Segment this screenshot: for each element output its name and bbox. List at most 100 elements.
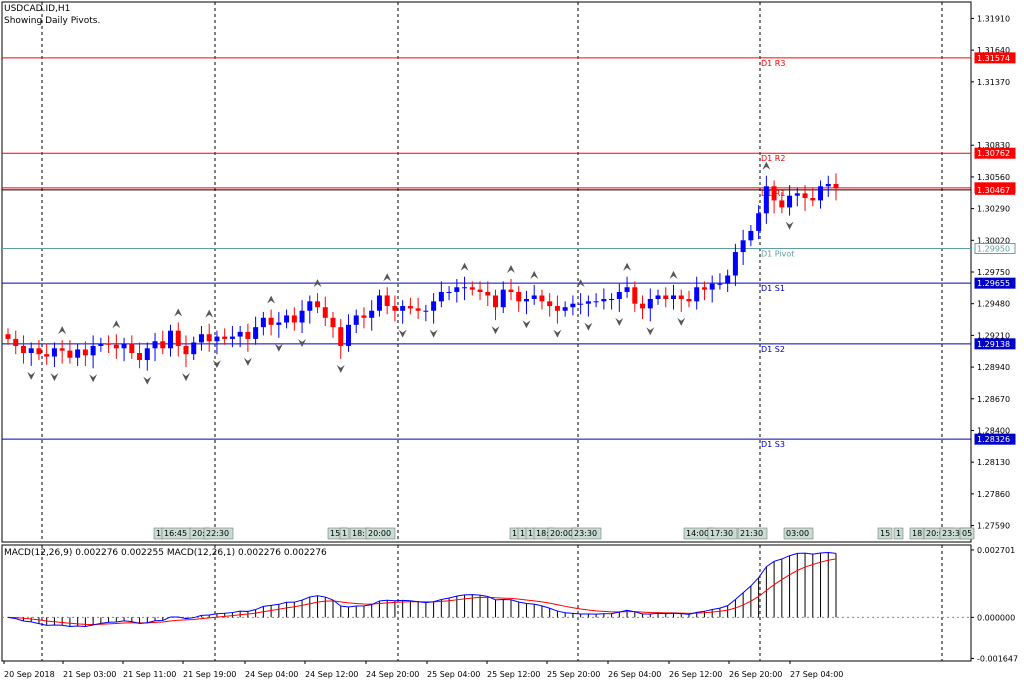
candle-body xyxy=(36,348,42,355)
fractal-up-arrow xyxy=(313,279,322,288)
candle-body xyxy=(90,345,96,356)
candle-body xyxy=(106,343,112,345)
candle-body xyxy=(562,307,568,311)
candle-body xyxy=(152,341,158,349)
candle-body xyxy=(833,183,839,188)
macd-label: MACD(12,26,9) 0.002276 0.002255 MACD(12,… xyxy=(4,548,327,558)
fractal-down-arrow xyxy=(243,357,252,366)
pivot-label: D1 S2 xyxy=(761,345,785,354)
fractal-down-arrow xyxy=(646,327,655,336)
candle-body xyxy=(740,240,746,253)
price-tick-label: 1.30830 xyxy=(977,141,1010,150)
time-tag-text: 1 xyxy=(156,529,161,538)
candle-body xyxy=(129,343,135,353)
fractal-down-arrow xyxy=(298,339,307,348)
price-tick-label: 1.29480 xyxy=(977,300,1010,309)
price-tick-label: 1.31640 xyxy=(977,46,1010,55)
time-tag-text: 18: xyxy=(536,529,549,538)
candle-body xyxy=(276,322,282,325)
candle-body xyxy=(245,331,251,339)
fractal-down-arrow xyxy=(522,320,531,329)
candle-body xyxy=(779,200,785,208)
pivot-price-tag-text: 1.29138 xyxy=(977,340,1010,349)
time-tag-text: 22:30 xyxy=(206,529,229,538)
candle-body xyxy=(13,338,19,346)
candle-body xyxy=(632,287,638,304)
price-tick-label: 1.28940 xyxy=(977,363,1010,372)
candle-body xyxy=(794,193,800,196)
candle-body xyxy=(454,287,460,292)
fractal-down-arrow xyxy=(89,374,98,383)
time-tag-box xyxy=(959,527,975,540)
time-tag-text: 05 xyxy=(962,529,972,538)
fractal-up-arrow xyxy=(623,262,632,271)
candle-body xyxy=(732,252,738,276)
price-tick-label: 1.30560 xyxy=(977,173,1010,182)
candle-body xyxy=(376,295,382,311)
price-tick-label: 1.27590 xyxy=(977,522,1010,531)
time-axis-label: 21 Sep 11:00 xyxy=(123,670,176,679)
time-tag-text: 23:30 xyxy=(942,529,965,538)
fractal-down-arrow xyxy=(615,317,624,326)
fractal-up-arrow xyxy=(267,295,276,304)
time-axis-label: 24 Sep 04:00 xyxy=(245,670,298,679)
candle-body xyxy=(818,186,824,201)
candle-body xyxy=(717,283,723,285)
candle-body xyxy=(640,303,646,309)
time-tag-text: 20: xyxy=(192,529,205,538)
time-tag-box xyxy=(203,527,234,540)
pivot-price-tag-text: 1.30762 xyxy=(977,149,1010,158)
candle-body xyxy=(539,295,545,302)
pivot-price-tag xyxy=(974,243,1016,255)
fractal-up-arrow xyxy=(205,309,214,318)
pivots-subtitle: Showing Daily Pivots. xyxy=(4,16,101,26)
time-tag-text: 1 xyxy=(520,529,525,538)
fractal-up-arrow xyxy=(762,161,771,170)
candle-body xyxy=(585,301,591,304)
time-axis-label: 24 Sep 12:00 xyxy=(305,670,358,679)
fractal-down-arrow xyxy=(27,371,36,380)
time-axis-label: 20 Sep 2018 xyxy=(4,670,55,679)
macd-tick-label: -0.001647 xyxy=(977,654,1018,663)
candle-body xyxy=(67,350,73,358)
fractal-down-arrow xyxy=(677,317,686,326)
pivot-label: D1 S3 xyxy=(761,440,785,449)
candle-body xyxy=(686,299,692,302)
candle-body xyxy=(229,336,235,339)
candle-body xyxy=(616,291,622,299)
price-tick-label: 1.30020 xyxy=(977,236,1010,245)
candle-body xyxy=(5,334,11,339)
candle-body xyxy=(810,198,816,201)
candle-body xyxy=(82,349,88,356)
macd-main-line xyxy=(7,551,837,628)
candle-body xyxy=(345,324,351,346)
pivot-label: D1 Pivot xyxy=(761,250,794,259)
time-tag-text: 18 xyxy=(912,529,922,538)
pivot-price-tag xyxy=(974,338,1016,350)
candle-body xyxy=(493,295,499,308)
fractal-down-arrow xyxy=(336,364,345,373)
fractal-down-arrow xyxy=(429,329,438,338)
candle-body xyxy=(609,299,615,300)
candle-body xyxy=(423,310,429,312)
fractal-up-arrow xyxy=(174,308,183,317)
candle-body xyxy=(59,348,65,351)
candle-body xyxy=(307,301,313,311)
pivot-price-tag-text: 1.31574 xyxy=(977,54,1010,63)
candle-body xyxy=(392,306,398,311)
pivot-label: D1 S1 xyxy=(761,284,785,293)
pivot-label: D1 R2 xyxy=(761,154,785,163)
candle-body xyxy=(322,307,328,318)
time-tag-text: 1 xyxy=(896,529,901,538)
time-tag-text: 16:45 xyxy=(164,529,187,538)
time-tag-text: 20:00 xyxy=(926,529,949,538)
price-tick-label: 1.28130 xyxy=(977,458,1010,467)
candle-body xyxy=(75,349,81,358)
candle-body xyxy=(361,315,367,318)
candle-body xyxy=(508,289,514,292)
candle-body xyxy=(523,299,529,302)
candle-body xyxy=(338,327,344,346)
candle-body xyxy=(400,306,406,311)
